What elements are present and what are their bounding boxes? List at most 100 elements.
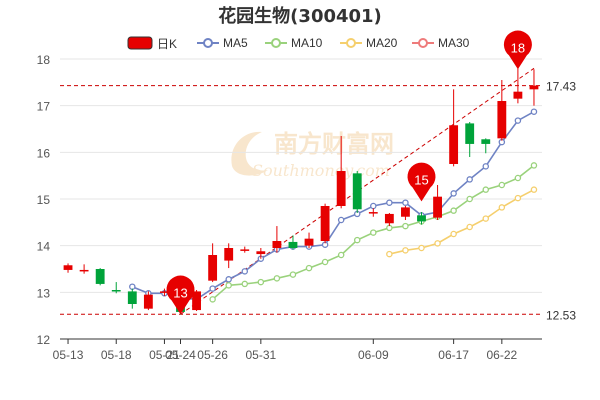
x-tick-label: 05-26 (197, 348, 228, 362)
ma20-line (389, 188, 535, 255)
price-marker-label: 13 (173, 285, 187, 300)
candle-body (497, 101, 507, 139)
ma10-point (498, 181, 506, 189)
ma10-point (353, 236, 361, 244)
candle-body (256, 251, 266, 255)
ma10-point (514, 174, 522, 182)
candle-body (127, 291, 137, 304)
line-swatch-icon (265, 38, 287, 48)
candle-body (401, 207, 410, 217)
legend-kline[interactable]: 日K (127, 33, 177, 53)
ma10-point (305, 264, 313, 272)
candle-body (384, 213, 394, 224)
ma10-point (225, 282, 232, 289)
x-tick-label: 05-13 (53, 348, 84, 362)
line-swatch-icon (340, 38, 362, 48)
ma10-point (257, 278, 265, 286)
chart-title: 花园生物(300401) (218, 6, 382, 27)
candle-body (192, 291, 201, 311)
ma5-point (209, 285, 216, 292)
ma5-point (514, 117, 522, 124)
y-tick-label: 17 (37, 100, 51, 114)
moving-averages (129, 108, 538, 303)
x-tick-label: 05-31 (245, 348, 276, 362)
candle-body (111, 290, 121, 292)
ma5-point (370, 202, 377, 210)
candle-body (272, 241, 282, 248)
ma10-point (402, 222, 409, 230)
candle-body (481, 139, 491, 144)
x-tick-label: 06-09 (358, 348, 389, 362)
legend-ma20[interactable]: MA20 (340, 33, 397, 53)
candle-body (368, 212, 378, 214)
ma10-point (466, 195, 473, 203)
candle-body (449, 125, 459, 164)
ma5-point (225, 276, 232, 283)
candle-body (465, 123, 475, 144)
y-tick-label: 13 (37, 286, 51, 300)
ma10-point (370, 229, 377, 236)
legend: 日K MA5 MA10 MA20 MA30 (0, 33, 600, 53)
candle-body (417, 215, 426, 222)
ma20-point (450, 230, 457, 238)
price-marker-label: 18 (511, 40, 525, 55)
markers: 13 15 18 (166, 30, 532, 315)
legend-ma10-label: MA10 (291, 36, 323, 50)
reference-label: 17.43 (546, 80, 576, 94)
candle-body (160, 291, 169, 293)
x-tick-label: 05-21 (149, 348, 180, 362)
ma10-point (530, 162, 538, 169)
ma10-point (450, 207, 457, 214)
candle-body (529, 85, 539, 90)
price-marker-pin (407, 162, 436, 202)
candle-body (352, 173, 362, 210)
ma20-point (530, 186, 538, 193)
ma20-point (402, 247, 409, 254)
ma10-point (273, 275, 281, 282)
candle-body (63, 265, 73, 270)
x-tick-label: 06-17 (438, 348, 469, 362)
ma5-point (450, 190, 457, 197)
ma5-point (402, 199, 409, 206)
ma20-point (466, 223, 473, 231)
candle-body (143, 294, 153, 309)
x-tick-label: 05-24 (165, 348, 196, 362)
ma20-point (482, 215, 490, 222)
ma5-point (482, 163, 490, 170)
legend-ma5[interactable]: MA5 (197, 33, 248, 53)
ma10-point (482, 186, 490, 193)
candles (63, 68, 539, 315)
legend-ma30[interactable]: MA30 (412, 33, 469, 53)
ma20-point (498, 204, 506, 211)
y-tick-label: 14 (37, 240, 51, 254)
legend-ma10[interactable]: MA10 (265, 33, 322, 53)
ma5-point (129, 283, 136, 290)
line-swatch-icon (197, 38, 219, 48)
ma5-point (530, 108, 538, 115)
candle-body (288, 241, 298, 248)
x-tick-label: 05-18 (101, 348, 132, 362)
line-swatch-icon (412, 38, 434, 48)
reference-label: 12.53 (546, 308, 576, 322)
watermark-logo: 南方财富网 Southmoney.com (231, 130, 394, 180)
candle-swatch-icon (127, 36, 153, 50)
legend-ma30-label: MA30 (438, 36, 470, 50)
ma20-point (386, 250, 393, 258)
ma10-point (289, 271, 297, 278)
candle-body (79, 269, 89, 272)
y-tick-label: 18 (37, 53, 51, 67)
candle-body (304, 238, 314, 246)
ma10-point (386, 224, 393, 232)
price-marker-pin (166, 275, 195, 315)
ma10-point (241, 280, 249, 288)
candle-body (513, 91, 523, 99)
ma5-point (241, 268, 249, 275)
ma5-point (337, 216, 345, 224)
y-tick-label: 12 (37, 333, 51, 347)
legend-ma20-label: MA20 (366, 36, 398, 50)
candle-body (240, 249, 250, 251)
ma5-point (386, 199, 393, 206)
watermark-cn: 南方财富网 (274, 130, 394, 158)
